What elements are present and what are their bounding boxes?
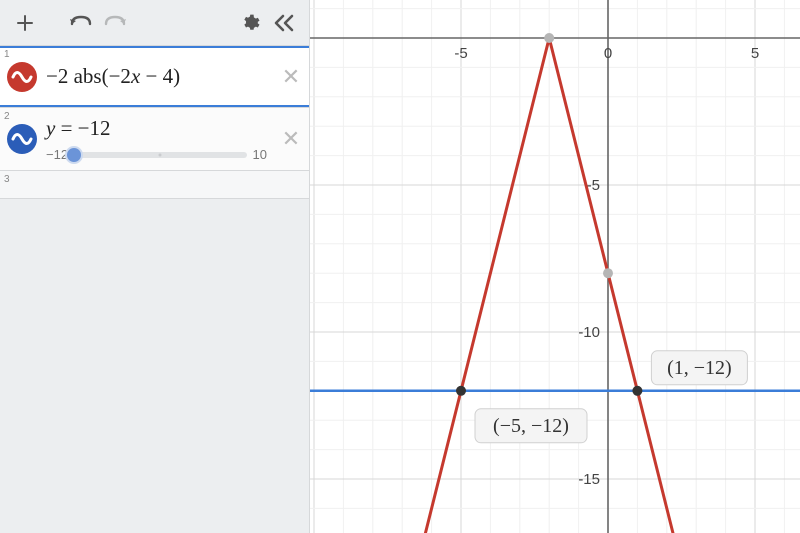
- y-tick-label: -15: [578, 471, 600, 488]
- y-tick-label: -10: [578, 324, 600, 341]
- add-expression-button[interactable]: [8, 6, 42, 40]
- gear-icon: [240, 13, 260, 33]
- expression-toolbar: [0, 0, 309, 46]
- variable-slider[interactable]: −1210: [46, 147, 267, 162]
- slider-max-label: 10: [253, 147, 267, 162]
- expression-item[interactable]: 1 −2 abs(−2x − 4)✕: [0, 46, 309, 108]
- x-tick-label: 5: [751, 45, 759, 62]
- slider-thumb[interactable]: [65, 146, 83, 164]
- expression-item[interactable]: 2 y = −12 −1210 ✕: [0, 108, 309, 171]
- redo-button[interactable]: [98, 6, 132, 40]
- vertex-point[interactable]: [544, 33, 554, 43]
- undo-button[interactable]: [64, 6, 98, 40]
- expression-body[interactable]: y = −12 −1210: [44, 108, 273, 170]
- plus-icon: [16, 14, 34, 32]
- delete-expression-button[interactable]: ✕: [273, 108, 309, 170]
- redo-icon: [103, 14, 127, 32]
- intersection-point[interactable]: [632, 386, 642, 396]
- x-tick-label: -5: [454, 45, 467, 62]
- wave-icon: [7, 124, 37, 154]
- expression-index: 2: [4, 111, 10, 122]
- x-tick-label: 0: [604, 45, 612, 62]
- expression-list: 1 −2 abs(−2x − 4)✕ 2 y = −12 −1210 ✕ 3: [0, 46, 309, 533]
- chevron-double-left-icon: [273, 13, 295, 33]
- wave-icon: [7, 62, 37, 92]
- expression-index: 1: [4, 49, 10, 60]
- expression-panel: 1 −2 abs(−2x − 4)✕ 2 y = −12 −1210 ✕ 3: [0, 0, 310, 533]
- point-label: (−5, −12): [493, 415, 569, 437]
- expression-formula[interactable]: −2 abs(−2x − 4): [46, 64, 267, 89]
- delete-expression-button[interactable]: ✕: [273, 46, 309, 107]
- graph-area[interactable]: -505-5-10-15(−5, −12)(1, −12): [310, 0, 800, 533]
- slider-track[interactable]: [74, 152, 246, 158]
- expression-formula[interactable]: y = −12: [46, 116, 267, 141]
- curve-point[interactable]: [603, 268, 613, 278]
- intersection-point[interactable]: [456, 386, 466, 396]
- expression-index: 3: [4, 174, 10, 185]
- undo-icon: [69, 14, 93, 32]
- collapse-panel-button[interactable]: [267, 6, 301, 40]
- point-label: (1, −12): [667, 357, 732, 379]
- expression-item-empty[interactable]: 3: [0, 171, 309, 199]
- expression-body[interactable]: −2 abs(−2x − 4): [44, 46, 273, 107]
- graph-canvas[interactable]: -505-5-10-15(−5, −12)(1, −12): [310, 0, 800, 533]
- settings-button[interactable]: [233, 6, 267, 40]
